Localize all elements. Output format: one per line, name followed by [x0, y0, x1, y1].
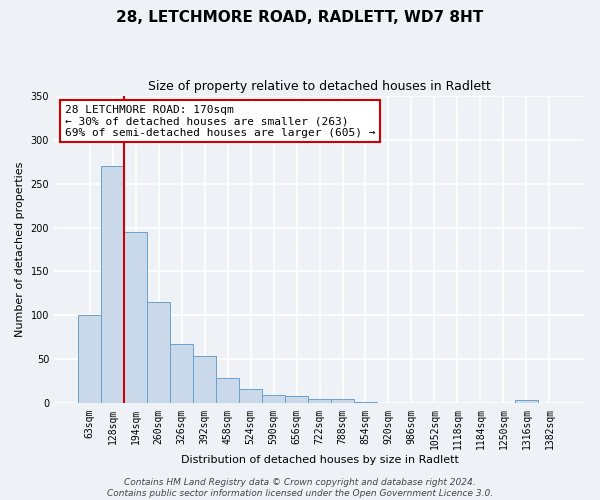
Bar: [239, 388, 262, 404]
Bar: [216, 378, 239, 404]
Bar: [308, 399, 331, 404]
Bar: [515, 400, 538, 404]
Bar: [285, 396, 308, 404]
X-axis label: Distribution of detached houses by size in Radlett: Distribution of detached houses by size …: [181, 455, 458, 465]
Bar: [377, 402, 400, 404]
Text: 28 LETCHMORE ROAD: 170sqm
← 30% of detached houses are smaller (263)
69% of semi: 28 LETCHMORE ROAD: 170sqm ← 30% of detac…: [65, 105, 375, 138]
Title: Size of property relative to detached houses in Radlett: Size of property relative to detached ho…: [148, 80, 491, 93]
Bar: [423, 402, 446, 404]
Bar: [101, 166, 124, 404]
Bar: [147, 302, 170, 404]
Text: 28, LETCHMORE ROAD, RADLETT, WD7 8HT: 28, LETCHMORE ROAD, RADLETT, WD7 8HT: [116, 10, 484, 25]
Bar: [170, 344, 193, 404]
Bar: [262, 394, 285, 404]
Bar: [354, 402, 377, 404]
Bar: [193, 356, 216, 404]
Bar: [78, 316, 101, 404]
Bar: [124, 232, 147, 404]
Bar: [400, 402, 423, 404]
Text: Contains HM Land Registry data © Crown copyright and database right 2024.
Contai: Contains HM Land Registry data © Crown c…: [107, 478, 493, 498]
Bar: [331, 399, 354, 404]
Y-axis label: Number of detached properties: Number of detached properties: [15, 162, 25, 337]
